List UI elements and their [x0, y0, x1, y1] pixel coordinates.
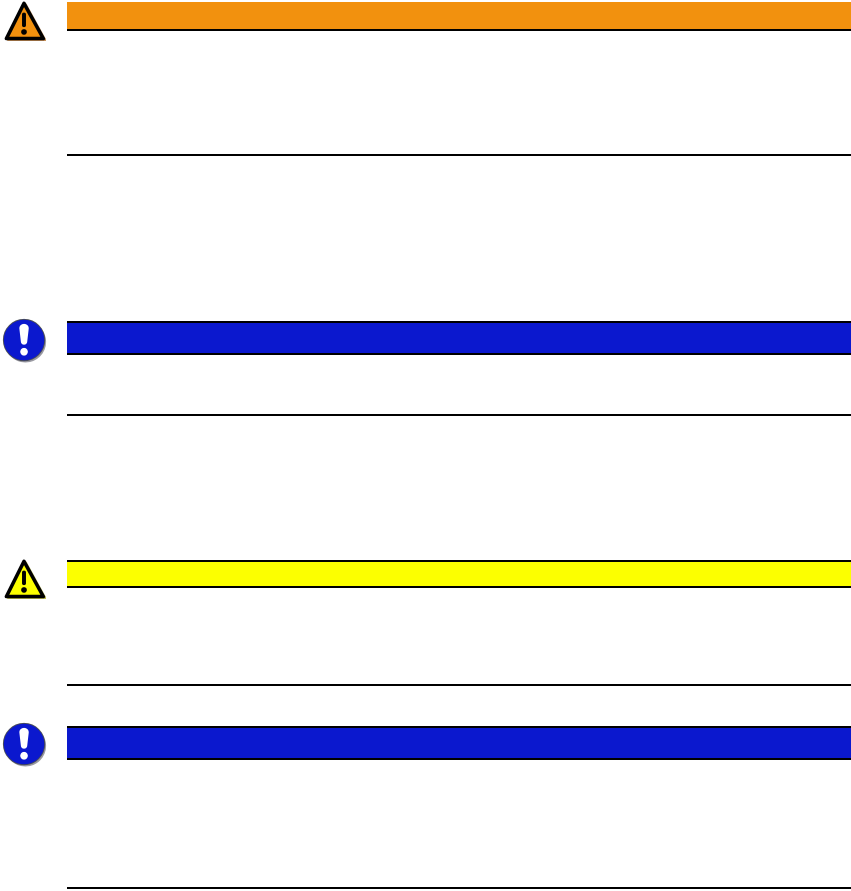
warning-banner: [67, 2, 851, 31]
section-divider-rule: [67, 684, 851, 686]
notice-circle-icon: [2, 318, 47, 363]
notice-banner: [67, 321, 851, 355]
page-bottom-rule: [67, 887, 851, 889]
notice-banner: [67, 726, 851, 760]
section-divider-rule: [67, 414, 851, 416]
warning-triangle-icon: [2, 0, 46, 41]
section-divider-rule: [67, 154, 851, 156]
notice-circle-icon: [2, 722, 47, 767]
caution-banner: [67, 560, 851, 588]
caution-triangle-icon: [2, 558, 46, 599]
